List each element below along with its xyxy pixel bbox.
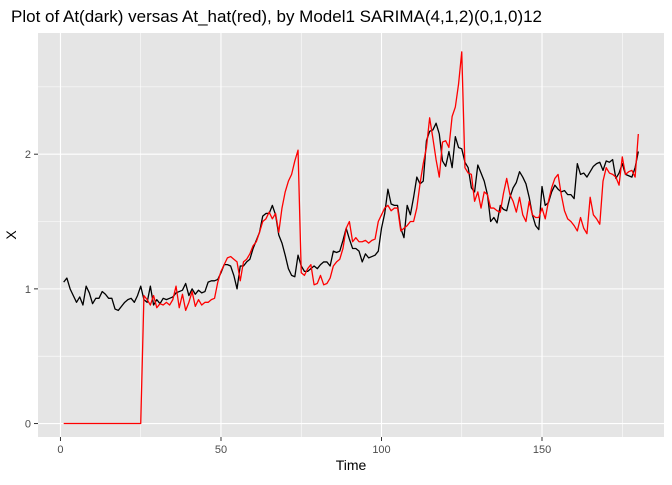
y-axis-label: X — [3, 230, 19, 240]
x-tick-label: 50 — [215, 444, 227, 456]
chart-title: Plot of At(dark) versas At_hat(red), by … — [11, 7, 542, 26]
y-tick-label: 1 — [25, 284, 31, 296]
y-tick-label: 2 — [25, 149, 31, 161]
x-tick-label: 0 — [57, 444, 63, 456]
x-axis-label: Time — [336, 457, 367, 473]
series-line-2 — [63, 51, 639, 425]
series-line-1 — [63, 122, 639, 312]
x-tick-label: 100 — [372, 444, 390, 456]
series-layer — [63, 51, 639, 425]
axis-ticks: 0 50 100 150 0 1 2 — [25, 149, 551, 456]
major-grid — [38, 33, 664, 437]
x-tick-label: 150 — [533, 444, 551, 456]
y-tick-label: 0 — [25, 419, 31, 431]
